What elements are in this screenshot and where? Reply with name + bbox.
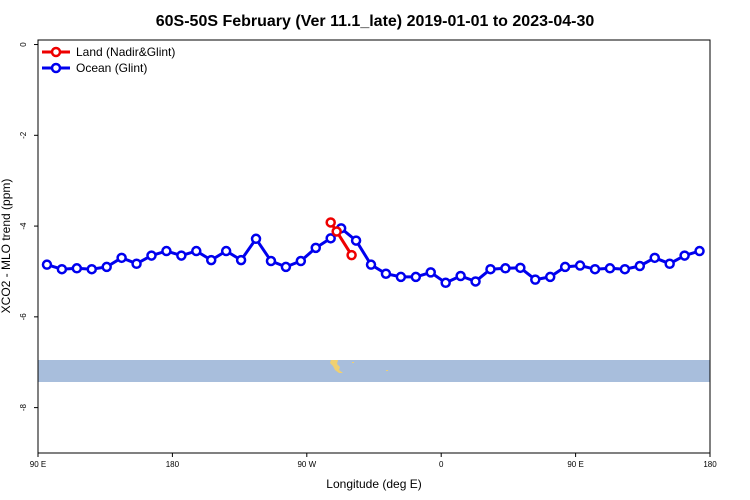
series-layer (41, 217, 705, 289)
y-tick-label: -8 (19, 404, 28, 412)
plot-area: 90 E 180 90 W 0 90 E 180 0 -2 -4 -6 -8 (19, 39, 717, 469)
data-point-ocean (649, 252, 660, 264)
data-point-ocean (515, 262, 526, 274)
y-axis-label: XCO2 - MLO trend (ppm) (0, 179, 13, 314)
data-point-ocean (440, 277, 451, 289)
data-point-ocean (604, 263, 616, 274)
data-point-land (346, 249, 357, 261)
chart-title: 60S-50S February (Ver 11.1_late) 2019-01… (156, 13, 595, 30)
data-point-ocean (455, 270, 466, 282)
x-tick-label: 90 E (30, 460, 46, 469)
data-point-ocean (395, 271, 407, 283)
data-point-ocean (101, 261, 112, 273)
data-point-ocean (559, 261, 571, 273)
data-point-ocean (470, 276, 481, 287)
data-point-ocean (634, 260, 646, 272)
data-point-ocean (56, 263, 68, 275)
data-point-ocean (310, 242, 322, 254)
data-point-ocean (365, 259, 377, 270)
series-ocean (41, 223, 705, 289)
data-point-ocean (694, 245, 705, 257)
data-point-ocean (250, 233, 262, 245)
data-point-land (331, 226, 342, 237)
data-point-ocean (485, 263, 496, 275)
data-point-ocean (295, 255, 307, 267)
data-point-ocean (235, 254, 247, 266)
data-point-ocean (86, 263, 98, 275)
data-point-ocean (544, 271, 556, 283)
data-point-ocean (280, 261, 292, 273)
data-point-ocean (350, 235, 362, 246)
data-point-ocean (500, 263, 511, 274)
data-point-ocean (619, 263, 631, 275)
data-point-ocean (131, 258, 142, 269)
data-point-ocean (265, 255, 277, 267)
data-point-ocean (530, 274, 541, 285)
data-point-ocean (410, 271, 422, 283)
series-land (325, 217, 357, 261)
legend-item-ocean: Ocean (Glint) (42, 61, 147, 75)
map-ocean-strip (38, 360, 710, 382)
y-axis: 0 -2 -4 -6 -8 (19, 42, 38, 411)
x-tick-label: 180 (703, 460, 717, 469)
data-point-ocean (191, 245, 202, 257)
data-point-ocean (161, 245, 172, 257)
data-point-ocean (220, 245, 232, 257)
data-point-ocean (425, 267, 436, 278)
data-point-ocean (664, 258, 675, 269)
plot-frame (37, 39, 711, 454)
y-tick-label: -4 (19, 222, 28, 230)
data-point-ocean (176, 250, 187, 261)
data-point-ocean (574, 260, 586, 271)
legend-label-land: Land (Nadir&Glint) (76, 45, 175, 59)
data-point-land (325, 217, 336, 228)
data-point-ocean (146, 250, 157, 261)
y-tick-label: -2 (19, 131, 28, 139)
data-point-ocean (205, 254, 217, 266)
legend-label-ocean: Ocean (Glint) (76, 61, 147, 75)
data-point-ocean (589, 263, 601, 275)
data-point-ocean (380, 268, 392, 279)
x-axis: 90 E 180 90 W 0 90 E 180 (30, 453, 717, 469)
data-point-ocean (325, 233, 336, 244)
legend-marker-land (50, 46, 62, 58)
y-tick-label: 0 (19, 42, 28, 47)
data-point-ocean (41, 259, 53, 270)
legend-item-land: Land (Nadir&Glint) (42, 45, 175, 59)
data-point-ocean (679, 250, 690, 261)
x-tick-label: 90 E (567, 460, 583, 469)
legend: Land (Nadir&Glint) Ocean (Glint) (42, 45, 175, 75)
x-tick-label: 180 (166, 460, 180, 469)
x-tick-label: 0 (439, 460, 444, 469)
data-point-ocean (116, 252, 127, 264)
series-line-ocean (46, 226, 700, 285)
x-axis-label: Longitude (deg E) (326, 477, 421, 491)
data-point-ocean (71, 263, 83, 274)
y-tick-label: -6 (19, 313, 28, 321)
map-land-south-america (330, 360, 388, 373)
legend-marker-ocean (50, 62, 62, 74)
x-tick-label: 90 W (297, 460, 316, 469)
